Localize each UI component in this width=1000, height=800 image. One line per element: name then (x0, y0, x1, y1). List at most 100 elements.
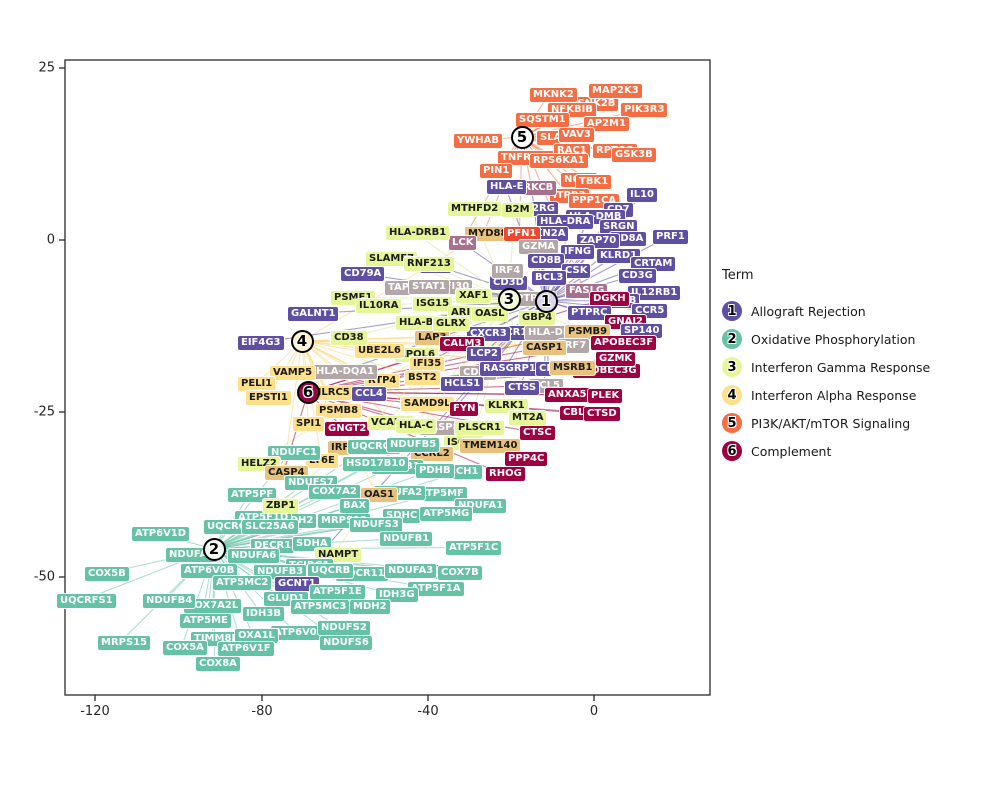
gene-label-NDUFB5[interactable]: NDUFB5 (386, 437, 441, 453)
gene-label-NDUFB4[interactable]: NDUFB4 (142, 593, 197, 609)
gene-label-NDUFS3[interactable]: NDUFS3 (349, 517, 403, 533)
gene-label-RNF213[interactable]: RNF213 (403, 256, 455, 272)
gene-label-COX5A[interactable]: COX5A (162, 640, 208, 656)
gene-label-SAMD9L[interactable]: SAMD9L (400, 396, 455, 412)
gene-label-COX5B[interactable]: COX5B (84, 566, 130, 582)
gene-label-HLA-DRB1[interactable]: HLA-DRB1 (385, 225, 451, 241)
gene-label-VAV3[interactable]: VAV3 (558, 127, 595, 143)
gene-label-EIF4G3[interactable]: EIF4G3 (237, 335, 285, 351)
gene-label-IDH3G[interactable]: IDH3G (375, 587, 419, 603)
gene-label-IL10[interactable]: IL10 (626, 187, 659, 203)
gene-label-PPP4C[interactable]: PPP4C (504, 451, 549, 467)
gene-label-GZMK[interactable]: GZMK (595, 351, 637, 367)
gene-label-ANXA5[interactable]: ANXA5 (544, 387, 591, 403)
gene-label-BST2[interactable]: BST2 (404, 370, 441, 386)
gene-label-UBE2L6[interactable]: UBE2L6 (354, 343, 405, 359)
gene-label-GSK3B[interactable]: GSK3B (611, 147, 657, 163)
gene-label-ATP6V1F[interactable]: ATP6V1F (217, 641, 275, 657)
gene-label-TMEM140[interactable]: TMEM140 (459, 438, 522, 454)
gene-label-SPI1[interactable]: SPI1 (292, 416, 326, 432)
gene-label-CTSC[interactable]: CTSC (519, 425, 556, 441)
gene-label-GLRX[interactable]: GLRX (432, 316, 470, 332)
gene-label-TBK1[interactable]: TBK1 (575, 174, 613, 190)
gene-label-OASL[interactable]: OASL (471, 306, 509, 322)
gene-label-GZMA[interactable]: GZMA (518, 239, 560, 255)
cluster-hub-1[interactable]: 1 (534, 289, 558, 313)
cluster-hub-5[interactable]: 5 (510, 125, 534, 149)
gene-label-ATP5MC2[interactable]: ATP5MC2 (212, 575, 273, 591)
gene-label-ATP6V1D[interactable]: ATP6V1D (131, 526, 191, 542)
gene-label-ATP5F1A[interactable]: ATP5F1A (407, 581, 465, 597)
gene-label-CD8B[interactable]: CD8B (527, 253, 566, 269)
gene-label-ATP5MC3[interactable]: ATP5MC3 (290, 599, 351, 615)
gene-label-RASGRP1[interactable]: RASGRP1 (479, 361, 540, 377)
gene-label-LCK[interactable]: LCK (448, 235, 478, 251)
gene-label-PTPRC[interactable]: PTPRC (567, 305, 612, 321)
gene-label-IFNG[interactable]: IFNG (560, 244, 596, 260)
gene-label-STAT1[interactable]: STAT1 (408, 279, 450, 295)
gene-label-B2M[interactable]: B2M (501, 202, 534, 218)
gene-label-GNGT2[interactable]: GNGT2 (324, 421, 371, 437)
gene-label-NDUFA6[interactable]: NDUFA6 (227, 548, 281, 564)
gene-label-MTHFD2[interactable]: MTHFD2 (447, 201, 503, 217)
gene-label-ATP5MG[interactable]: ATP5MG (419, 506, 474, 522)
gene-label-NDUFA3[interactable]: NDUFA3 (384, 563, 438, 579)
gene-label-PIK3R3[interactable]: PIK3R3 (620, 102, 669, 118)
cluster-hub-3[interactable]: 3 (497, 287, 521, 311)
gene-label-UQCRFS1[interactable]: UQCRFS1 (56, 593, 117, 609)
gene-label-MKNK2[interactable]: MKNK2 (529, 87, 578, 103)
cluster-hub-6[interactable]: 6 (296, 380, 320, 404)
gene-label-EPSTI1[interactable]: EPSTI1 (245, 390, 292, 406)
gene-label-VAMP5[interactable]: VAMP5 (269, 365, 317, 381)
gene-label-MSRB1[interactable]: MSRB1 (549, 360, 597, 376)
gene-label-AP2M1[interactable]: AP2M1 (583, 116, 630, 132)
gene-label-APOBEC3F[interactable]: APOBEC3F (590, 335, 658, 351)
gene-label-ATP5MF[interactable]: ATP5MF (415, 486, 468, 502)
gene-label-MAP2K3[interactable]: MAP2K3 (588, 83, 643, 99)
gene-label-NDUFS2[interactable]: NDUFS2 (317, 620, 371, 636)
gene-label-HLA-B[interactable]: HLA-B (395, 315, 438, 331)
gene-label-CD38[interactable]: CD38 (330, 330, 368, 346)
gene-label-SLC25A6[interactable]: SLC25A6 (241, 519, 299, 535)
gene-label-MT2A[interactable]: MT2A (508, 410, 548, 426)
gene-label-HLA-C[interactable]: HLA-C (395, 418, 437, 434)
gene-label-YWHAB[interactable]: YWHAB (453, 133, 504, 149)
cluster-hub-2[interactable]: 2 (202, 537, 226, 561)
gene-label-PLEK[interactable]: PLEK (587, 388, 624, 404)
gene-label-IL10RA[interactable]: IL10RA (355, 298, 403, 314)
gene-label-HLA-DQA1[interactable]: HLA-DQA1 (312, 364, 379, 380)
gene-label-IRF4[interactable]: IRF4 (491, 263, 525, 279)
gene-label-CD3G[interactable]: CD3G (618, 268, 657, 284)
gene-label-BAX[interactable]: BAX (339, 498, 371, 514)
cluster-hub-4[interactable]: 4 (290, 329, 314, 353)
gene-label-XAF1[interactable]: XAF1 (455, 288, 493, 304)
gene-label-MRPS15[interactable]: MRPS15 (97, 635, 152, 651)
gene-label-CSK[interactable]: CSK (561, 263, 592, 279)
gene-label-PFN1[interactable]: PFN1 (503, 226, 541, 242)
gene-label-KLRK1[interactable]: KLRK1 (484, 398, 529, 414)
gene-label-ZBP1[interactable]: ZBP1 (262, 498, 300, 514)
gene-label-NDUFS6[interactable]: NDUFS6 (319, 635, 373, 651)
gene-label-LCP2[interactable]: LCP2 (466, 346, 502, 362)
gene-label-PDHB[interactable]: PDHB (415, 463, 455, 479)
gene-label-HCLS1[interactable]: HCLS1 (440, 376, 485, 392)
gene-label-CASP1[interactable]: CASP1 (522, 340, 567, 356)
gene-label-PSMB8[interactable]: PSMB8 (315, 403, 363, 419)
gene-label-COX8A[interactable]: COX8A (195, 656, 241, 672)
gene-label-HLA-E[interactable]: HLA-E (486, 179, 528, 195)
gene-label-CCL4[interactable]: CCL4 (351, 386, 388, 402)
gene-label-SLA[interactable]: SLA (536, 130, 566, 146)
gene-label-COX7B[interactable]: COX7B (437, 565, 483, 581)
gene-label-HSD17B10[interactable]: HSD17B10 (342, 456, 410, 472)
gene-label-FYN[interactable]: FYN (449, 401, 480, 417)
gene-label-PIN1[interactable]: PIN1 (479, 163, 514, 179)
gene-label-IDH3B[interactable]: IDH3B (242, 606, 285, 622)
gene-label-MDH2[interactable]: MDH2 (349, 599, 391, 615)
gene-label-ATP5ME[interactable]: ATP5ME (179, 613, 232, 629)
gene-label-ATP6V0B[interactable]: ATP6V0B (180, 563, 239, 579)
gene-label-ISG15[interactable]: ISG15 (412, 296, 454, 312)
gene-label-UQCRB[interactable]: UQCRB (307, 563, 355, 579)
gene-label-BCL3[interactable]: BCL3 (531, 270, 568, 286)
gene-label-PLSCR1[interactable]: PLSCR1 (454, 420, 505, 436)
gene-label-RHOG[interactable]: RHOG (485, 466, 526, 482)
